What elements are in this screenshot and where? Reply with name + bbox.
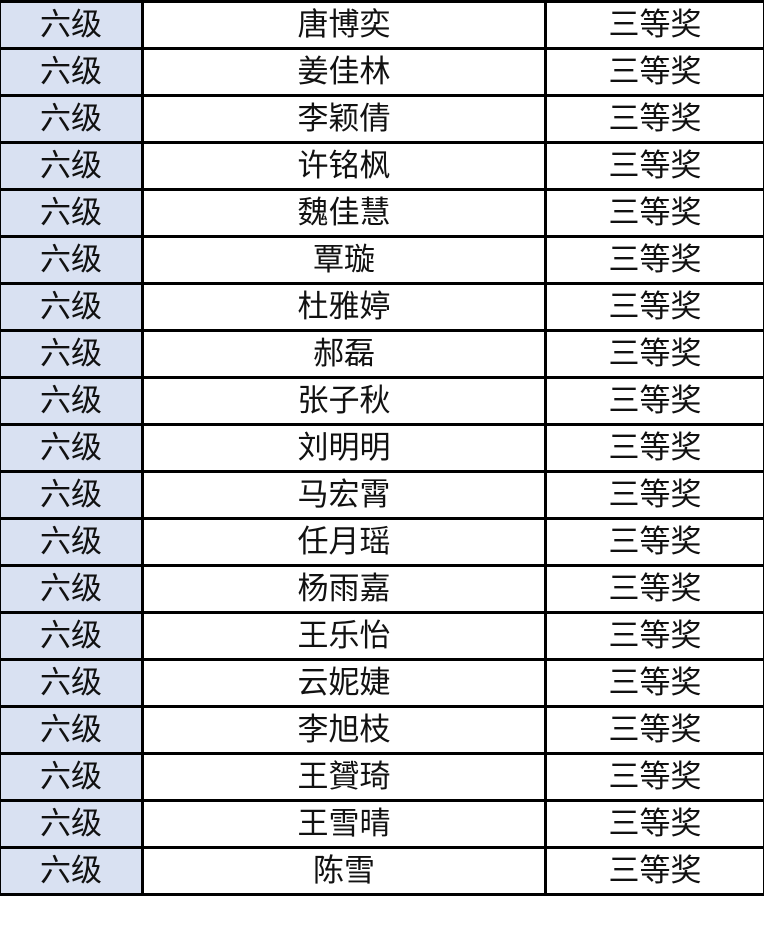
- award-cell: 三等奖: [544, 517, 764, 567]
- award-cell: 三等奖: [544, 94, 764, 144]
- name-cell: 魏佳慧: [141, 188, 547, 238]
- name-cell: 马宏霄: [141, 470, 547, 520]
- table-row: 六级 任月瑶 三等奖: [0, 517, 764, 567]
- table-row: 六级 覃璇 三等奖: [0, 235, 764, 285]
- award-cell: 三等奖: [544, 564, 764, 614]
- award-cell: 三等奖: [544, 47, 764, 97]
- table-row: 六级 姜佳林 三等奖: [0, 47, 764, 97]
- award-cell: 三等奖: [544, 611, 764, 661]
- grade-cell: 六级: [0, 188, 144, 238]
- table-row: 六级 杜雅婷 三等奖: [0, 282, 764, 332]
- grade-cell: 六级: [0, 376, 144, 426]
- table-row: 六级 杨雨嘉 三等奖: [0, 564, 764, 614]
- table-row: 六级 王贇琦 三等奖: [0, 752, 764, 802]
- name-cell: 李旭枝: [141, 705, 547, 755]
- award-cell: 三等奖: [544, 846, 764, 896]
- grade-cell: 六级: [0, 0, 144, 50]
- award-cell: 三等奖: [544, 470, 764, 520]
- name-cell: 王乐怡: [141, 611, 547, 661]
- table-row: 六级 李旭枝 三等奖: [0, 705, 764, 755]
- name-cell: 覃璇: [141, 235, 547, 285]
- table-row: 六级 李颖倩 三等奖: [0, 94, 764, 144]
- name-cell: 陈雪: [141, 846, 547, 896]
- grade-cell: 六级: [0, 611, 144, 661]
- grade-cell: 六级: [0, 282, 144, 332]
- table-body: 六级 唐博奕 三等奖 六级 姜佳林 三等奖 六级 李颖倩 三等奖 六级 许铭枫 三等奖 六级 魏佳慧 三等奖…: [0, 0, 764, 896]
- name-cell: 许铭枫: [141, 141, 547, 191]
- award-cell: 三等奖: [544, 329, 764, 379]
- table-row: 六级 云妮婕 三等奖: [0, 658, 764, 708]
- grade-cell: 六级: [0, 235, 144, 285]
- grade-cell: 六级: [0, 423, 144, 473]
- award-cell: 三等奖: [544, 0, 764, 50]
- table-row: 六级 王乐怡 三等奖: [0, 611, 764, 661]
- name-cell: 张子秋: [141, 376, 547, 426]
- grade-cell: 六级: [0, 470, 144, 520]
- name-cell: 姜佳林: [141, 47, 547, 97]
- grade-cell: 六级: [0, 799, 144, 849]
- award-cell: 三等奖: [544, 188, 764, 238]
- award-cell: 三等奖: [544, 376, 764, 426]
- name-cell: 王贇琦: [141, 752, 547, 802]
- name-cell: 杜雅婷: [141, 282, 547, 332]
- award-cell: 三等奖: [544, 235, 764, 285]
- name-cell: 王雪晴: [141, 799, 547, 849]
- table-row: 六级 陈雪 三等奖: [0, 846, 764, 896]
- awards-table: 六级 唐博奕 三等奖 六级 姜佳林 三等奖 六级 李颖倩 三等奖 六级 许铭枫 三等奖 六级 魏佳慧 三等奖…: [0, 0, 764, 896]
- table-row: 六级 王雪晴 三等奖: [0, 799, 764, 849]
- award-cell: 三等奖: [544, 658, 764, 708]
- table-row: 六级 魏佳慧 三等奖: [0, 188, 764, 238]
- name-cell: 李颖倩: [141, 94, 547, 144]
- name-cell: 唐博奕: [141, 0, 547, 50]
- award-cell: 三等奖: [544, 752, 764, 802]
- table-row: 六级 刘明明 三等奖: [0, 423, 764, 473]
- award-cell: 三等奖: [544, 799, 764, 849]
- name-cell: 郝磊: [141, 329, 547, 379]
- table-row: 六级 许铭枫 三等奖: [0, 141, 764, 191]
- table-row: 六级 郝磊 三等奖: [0, 329, 764, 379]
- grade-cell: 六级: [0, 94, 144, 144]
- grade-cell: 六级: [0, 564, 144, 614]
- name-cell: 云妮婕: [141, 658, 547, 708]
- grade-cell: 六级: [0, 705, 144, 755]
- grade-cell: 六级: [0, 658, 144, 708]
- award-cell: 三等奖: [544, 282, 764, 332]
- table-row: 六级 唐博奕 三等奖: [0, 0, 764, 50]
- grade-cell: 六级: [0, 329, 144, 379]
- award-cell: 三等奖: [544, 705, 764, 755]
- name-cell: 刘明明: [141, 423, 547, 473]
- grade-cell: 六级: [0, 141, 144, 191]
- table-row: 六级 张子秋 三等奖: [0, 376, 764, 426]
- name-cell: 杨雨嘉: [141, 564, 547, 614]
- award-cell: 三等奖: [544, 423, 764, 473]
- grade-cell: 六级: [0, 846, 144, 896]
- grade-cell: 六级: [0, 752, 144, 802]
- name-cell: 任月瑶: [141, 517, 547, 567]
- grade-cell: 六级: [0, 47, 144, 97]
- award-cell: 三等奖: [544, 141, 764, 191]
- grade-cell: 六级: [0, 517, 144, 567]
- table-row: 六级 马宏霄 三等奖: [0, 470, 764, 520]
